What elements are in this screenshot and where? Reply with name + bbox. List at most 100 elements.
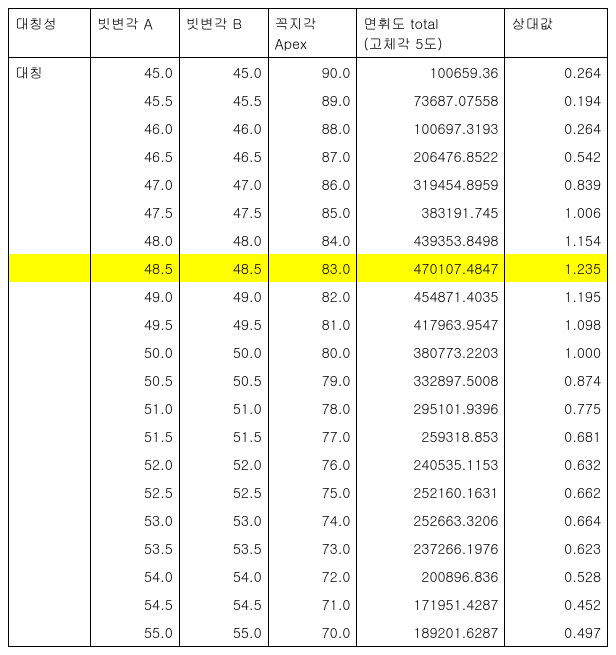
table-body: 대칭45.045.090.0100659.360.264 45.545.589.… [9,58,608,647]
cell-angle-a: 50.5 [90,366,179,394]
cell-total: 100659.36 [357,58,505,87]
table-row: 48.548.583.0470107.48471.235 [9,254,608,282]
cell-total: 100697.3193 [357,114,505,142]
cell-symmetry [9,226,91,254]
cell-relative: 0.874 [505,366,608,394]
cell-relative: 0.775 [505,394,608,422]
cell-relative: 1.235 [505,254,608,282]
cell-symmetry [9,366,91,394]
table-row: 50.050.080.0380773.22031.000 [9,338,608,366]
col-header-apex: 꼭지각 Apex [268,9,357,58]
cell-apex: 70.0 [268,618,357,647]
table-row: 45.545.589.073687.075580.194 [9,86,608,114]
cell-apex: 86.0 [268,170,357,198]
cell-angle-b: 45.0 [179,58,268,87]
table-row: 53.053.074.0252663.32060.664 [9,506,608,534]
table-row: 51.051.078.0295101.93960.775 [9,394,608,422]
cell-symmetry [9,450,91,478]
cell-angle-a: 51.5 [90,422,179,450]
cell-angle-b: 45.5 [179,86,268,114]
cell-symmetry [9,618,91,647]
cell-apex: 71.0 [268,590,357,618]
cell-apex: 80.0 [268,338,357,366]
cell-symmetry [9,114,91,142]
cell-relative: 0.264 [505,58,608,87]
cell-apex: 76.0 [268,450,357,478]
table-row: 46.046.088.0100697.31930.264 [9,114,608,142]
cell-symmetry [9,86,91,114]
cell-symmetry [9,310,91,338]
cell-symmetry [9,198,91,226]
cell-total: 200896.836 [357,562,505,590]
cell-angle-a: 49.0 [90,282,179,310]
cell-total: 380773.2203 [357,338,505,366]
cell-total: 240535.1153 [357,450,505,478]
cell-total: 237266.1976 [357,534,505,562]
cell-total: 417963.9547 [357,310,505,338]
table-row: 54.554.571.0171951.42870.452 [9,590,608,618]
cell-angle-a: 47.0 [90,170,179,198]
cell-total: 252663.3206 [357,506,505,534]
table-row: 52.052.076.0240535.11530.632 [9,450,608,478]
cell-relative: 0.623 [505,534,608,562]
cell-symmetry [9,282,91,310]
cell-relative: 0.194 [505,86,608,114]
cell-angle-b: 53.0 [179,506,268,534]
cell-relative: 1.006 [505,198,608,226]
cell-angle-b: 55.0 [179,618,268,647]
cell-angle-a: 54.0 [90,562,179,590]
cell-angle-a: 54.5 [90,590,179,618]
cell-relative: 1.098 [505,310,608,338]
col-header-relative: 상대값 [505,9,608,58]
cell-symmetry [9,338,91,366]
table-row: 49.549.581.0417963.95471.098 [9,310,608,338]
cell-apex: 85.0 [268,198,357,226]
cell-symmetry: 대칭 [9,58,91,87]
col-header-total: 면휘도 total (고체각 5도) [357,9,505,58]
cell-total: 259318.853 [357,422,505,450]
cell-apex: 87.0 [268,142,357,170]
cell-symmetry [9,478,91,506]
cell-angle-a: 45.5 [90,86,179,114]
cell-angle-b: 47.5 [179,198,268,226]
cell-apex: 75.0 [268,478,357,506]
cell-apex: 81.0 [268,310,357,338]
cell-angle-a: 47.5 [90,198,179,226]
cell-total: 252160.1631 [357,478,505,506]
cell-angle-a: 45.0 [90,58,179,87]
cell-total: 189201.6287 [357,618,505,647]
cell-relative: 0.528 [505,562,608,590]
col-header-angle-a: 빗변각 A [90,9,179,58]
cell-apex: 79.0 [268,366,357,394]
cell-angle-b: 51.0 [179,394,268,422]
table-row: 52.552.575.0252160.16310.662 [9,478,608,506]
cell-angle-a: 53.0 [90,506,179,534]
cell-apex: 83.0 [268,254,357,282]
table-row: 47.547.585.0383191.7451.006 [9,198,608,226]
table-row: 53.553.573.0237266.19760.623 [9,534,608,562]
col-header-total-line1: 면휘도 total [363,13,438,33]
cell-angle-b: 46.5 [179,142,268,170]
cell-symmetry [9,422,91,450]
cell-angle-b: 54.0 [179,562,268,590]
cell-relative: 0.664 [505,506,608,534]
cell-symmetry [9,506,91,534]
cell-symmetry [9,254,91,282]
cell-relative: 1.000 [505,338,608,366]
cell-angle-a: 50.0 [90,338,179,366]
cell-symmetry [9,562,91,590]
cell-apex: 89.0 [268,86,357,114]
cell-angle-a: 53.5 [90,534,179,562]
table-row: 49.049.082.0454871.40351.195 [9,282,608,310]
cell-angle-b: 52.0 [179,450,268,478]
cell-total: 295101.9396 [357,394,505,422]
cell-total: 171951.4287 [357,590,505,618]
cell-angle-b: 52.5 [179,478,268,506]
cell-total: 206476.8522 [357,142,505,170]
table-row: 54.054.072.0200896.8360.528 [9,562,608,590]
cell-total: 73687.07558 [357,86,505,114]
cell-angle-a: 48.0 [90,226,179,254]
cell-total: 332897.5008 [357,366,505,394]
cell-angle-b: 51.5 [179,422,268,450]
cell-angle-b: 47.0 [179,170,268,198]
